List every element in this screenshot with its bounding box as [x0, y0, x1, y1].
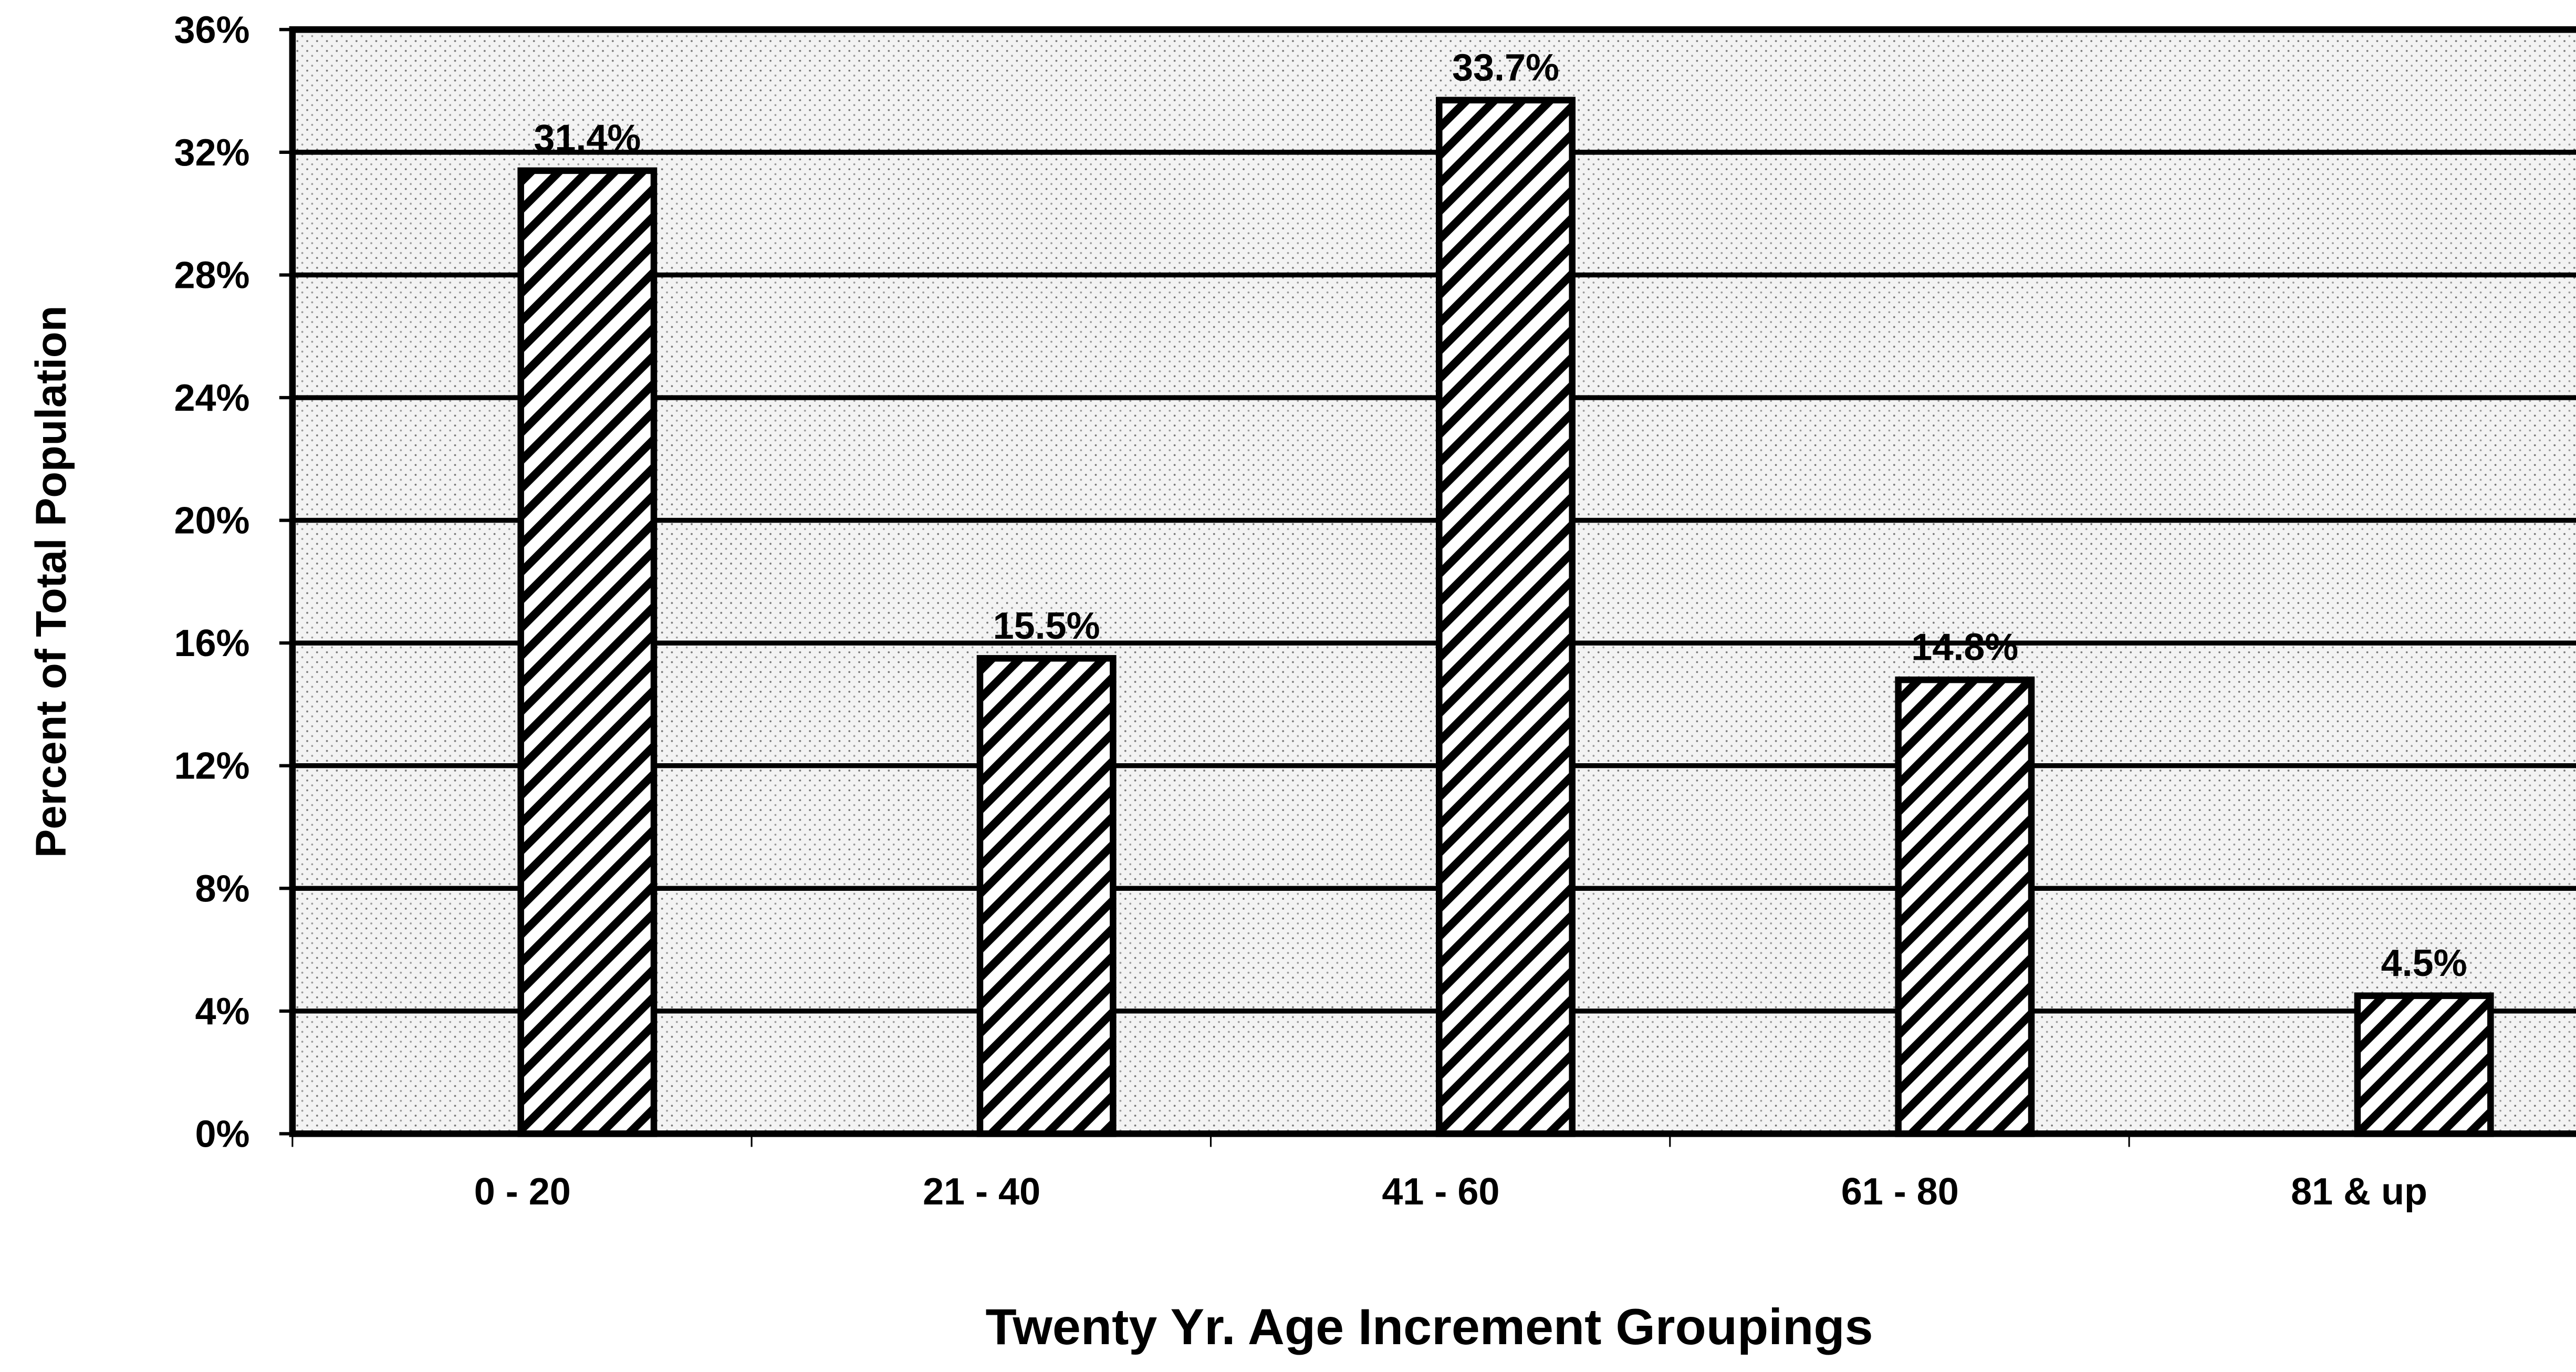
x-tick-label: 0 - 20	[474, 1171, 571, 1213]
data-label: 15.5%	[993, 605, 1100, 647]
y-tick-label: 28%	[174, 254, 250, 296]
y-tick-label: 8%	[195, 868, 250, 910]
x-tick-label: 61 - 80	[1841, 1171, 1959, 1213]
data-label: 14.8%	[1911, 627, 2018, 669]
plot-area	[292, 29, 2576, 1134]
x-axis-title: Twenty Yr. Age Increment Groupings	[985, 1298, 1873, 1355]
y-tick-label: 32%	[174, 132, 250, 174]
x-tick-label: 81 & up	[2291, 1171, 2427, 1213]
y-tick-label: 20%	[174, 500, 250, 542]
bar	[976, 655, 1117, 1137]
y-tick-label: 24%	[174, 377, 250, 419]
bar	[1436, 97, 1576, 1137]
data-label: 4.5%	[2381, 942, 2467, 984]
bar	[517, 167, 658, 1137]
data-label: 31.4%	[534, 117, 641, 159]
y-tick-label: 0%	[195, 1113, 250, 1155]
bar	[2354, 992, 2494, 1137]
bar	[1895, 676, 2035, 1137]
y-tick-label: 4%	[195, 991, 250, 1033]
y-axis-title: Percent of Total Population	[27, 306, 75, 858]
data-label: 33.7%	[1452, 47, 1559, 89]
y-tick-label: 36%	[174, 9, 250, 51]
x-tick-label: 41 - 60	[1382, 1171, 1499, 1213]
y-tick-label: 16%	[174, 622, 250, 664]
y-tick-label: 12%	[174, 745, 250, 787]
x-tick-label: 21 - 40	[923, 1171, 1040, 1213]
